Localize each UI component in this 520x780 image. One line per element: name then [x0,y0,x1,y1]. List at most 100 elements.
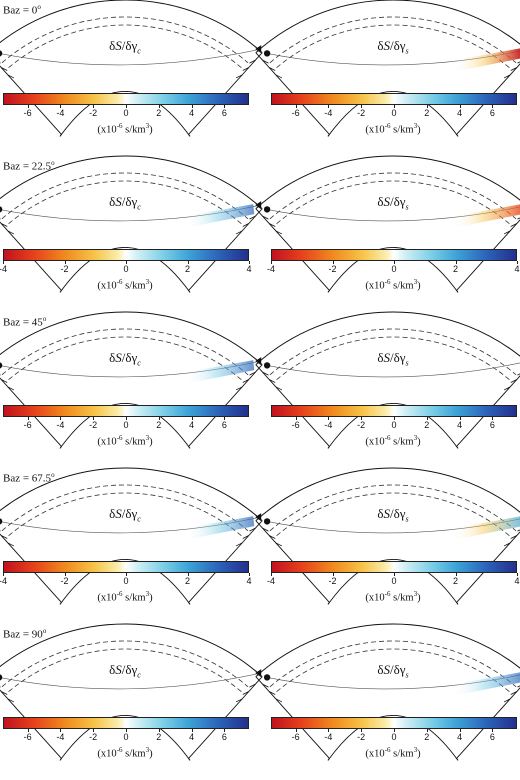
colorbar-tick-label: -2 [328,576,337,586]
ray-path [0,673,257,690]
core-boundary [59,246,191,293]
depth-tick [1,535,8,539]
colorbar-tick [126,261,127,264]
colorbar-tick-label: 0 [123,732,129,742]
sensitivity-anomaly [184,204,255,229]
source-marker [263,50,271,57]
colorbar-tick-label: 0 [123,108,129,118]
colorbar-gradient [271,93,517,105]
depth-tick [0,62,1,64]
colorbar-tick-label: 4 [457,420,463,430]
core-boundary [327,90,459,137]
unit-exp: -6 [384,590,391,598]
colorbar-tick [126,105,127,108]
ray-path [267,362,520,378]
backazimuth-label: Baz = 67.5o [3,471,55,485]
backazimuth-text: Baz = 67.5 [3,472,52,485]
depth-tick [510,535,517,539]
surface-arc [0,467,263,522]
discontinuity-arc [8,492,242,537]
backazimuth-label: Baz = 0o [3,3,41,17]
colorbar-left: -6 -4 -2 0 2 4 6 (x10-6 s/km3) [0,717,250,765]
unit-exp2: 3 [145,590,150,598]
kernel-slash: / [390,506,394,521]
unit-pre: (x10 [365,280,385,292]
colorbar-right: -6 -4 -2 0 2 4 6 (x10-6 s/km3) [268,405,518,453]
depth-tick [269,535,276,539]
colorbar-tick [187,573,189,576]
depth-tick [242,223,249,227]
depth-tick [7,698,15,703]
colorbar-tick-label: -2 [60,576,69,586]
backazimuth-label: Baz = 22.5o [3,159,55,173]
colorbar-tick [60,729,62,732]
kernel-gamma: γ [399,350,406,365]
cross-section-diagram [255,311,520,449]
kernel-delta: δ [393,38,400,53]
colorbar-tick [328,729,330,732]
kernel-prefix: δ [109,506,116,521]
unit-pre: (x10 [365,436,385,448]
core-boundary [59,714,191,761]
surface-arc [0,155,263,210]
kernel-gamma: γ [131,194,138,209]
colorbar-tick-label: 2 [184,576,190,586]
depth-tick [275,542,283,547]
depth-tick [242,535,249,539]
core-boundary [327,246,459,293]
depth-tick [510,379,517,383]
colorbar-tick-label: 6 [489,732,495,742]
unit-close: ) [149,748,153,760]
kernel-numerator: S [115,194,122,209]
kernel-slash: / [390,194,394,209]
unit-exp: -6 [384,278,391,286]
discontinuity-arc [276,24,510,69]
colorbar-gradient [271,249,517,261]
kernel-prefix: δ [377,194,384,209]
depth-tick [262,371,269,376]
colorbar-tick [224,105,226,108]
depth-tick [269,379,276,383]
colorbar-tick-label: 2 [424,108,430,118]
kernel-gamma: γ [131,350,138,365]
colorbar-tick-label: 4 [189,108,195,118]
colorbar-tick-label: 4 [457,732,463,742]
discontinuity-arc [276,648,510,693]
colorbar-tick [158,417,160,420]
kernel-delta: δ [125,662,132,677]
depth-tick [249,527,256,532]
colorbar-tick [249,261,250,264]
depth-tick [242,67,249,71]
kernel-delta: δ [125,350,132,365]
source-marker [263,206,271,213]
colorbar-tick-label: 2 [156,732,162,742]
section-panel-right: δS/δγs [255,467,520,605]
core-boundary [59,558,191,605]
colorbar-tick [191,105,193,108]
colorbar-unit: (x10-6 s/km3) [268,434,518,448]
degree-symbol: o [42,315,47,323]
unit-exp2: 3 [413,434,418,442]
colorbar-left: -6 -4 -2 0 2 4 6 (x10-6 s/km3) [0,405,250,453]
colorbar-tick [126,417,127,420]
depth-tick [7,230,15,235]
kernel-numerator: S [383,194,391,209]
surface-arc [0,0,263,54]
unit-close: ) [417,436,421,448]
section-panel-right: δS/δγs [255,155,520,293]
kernel-slash: / [390,38,394,53]
depth-tick [503,386,511,391]
colorbar-right: -4 -2 0 2 4 (x10-6 s/km3) [267,561,520,609]
depth-tick [1,67,8,71]
unit-exp2: 3 [413,590,418,598]
kernel-delta: δ [125,506,132,521]
colorbar-tick-label: 6 [221,420,227,430]
kernel-subscript: c [137,202,141,212]
kernel-subscript: c [137,514,141,524]
unit-exp: -6 [116,590,123,598]
colorbar-tick-label: 0 [391,732,397,742]
source-marker [0,362,3,369]
depth-tick [269,223,276,227]
sensitivity-anomaly [452,672,520,697]
